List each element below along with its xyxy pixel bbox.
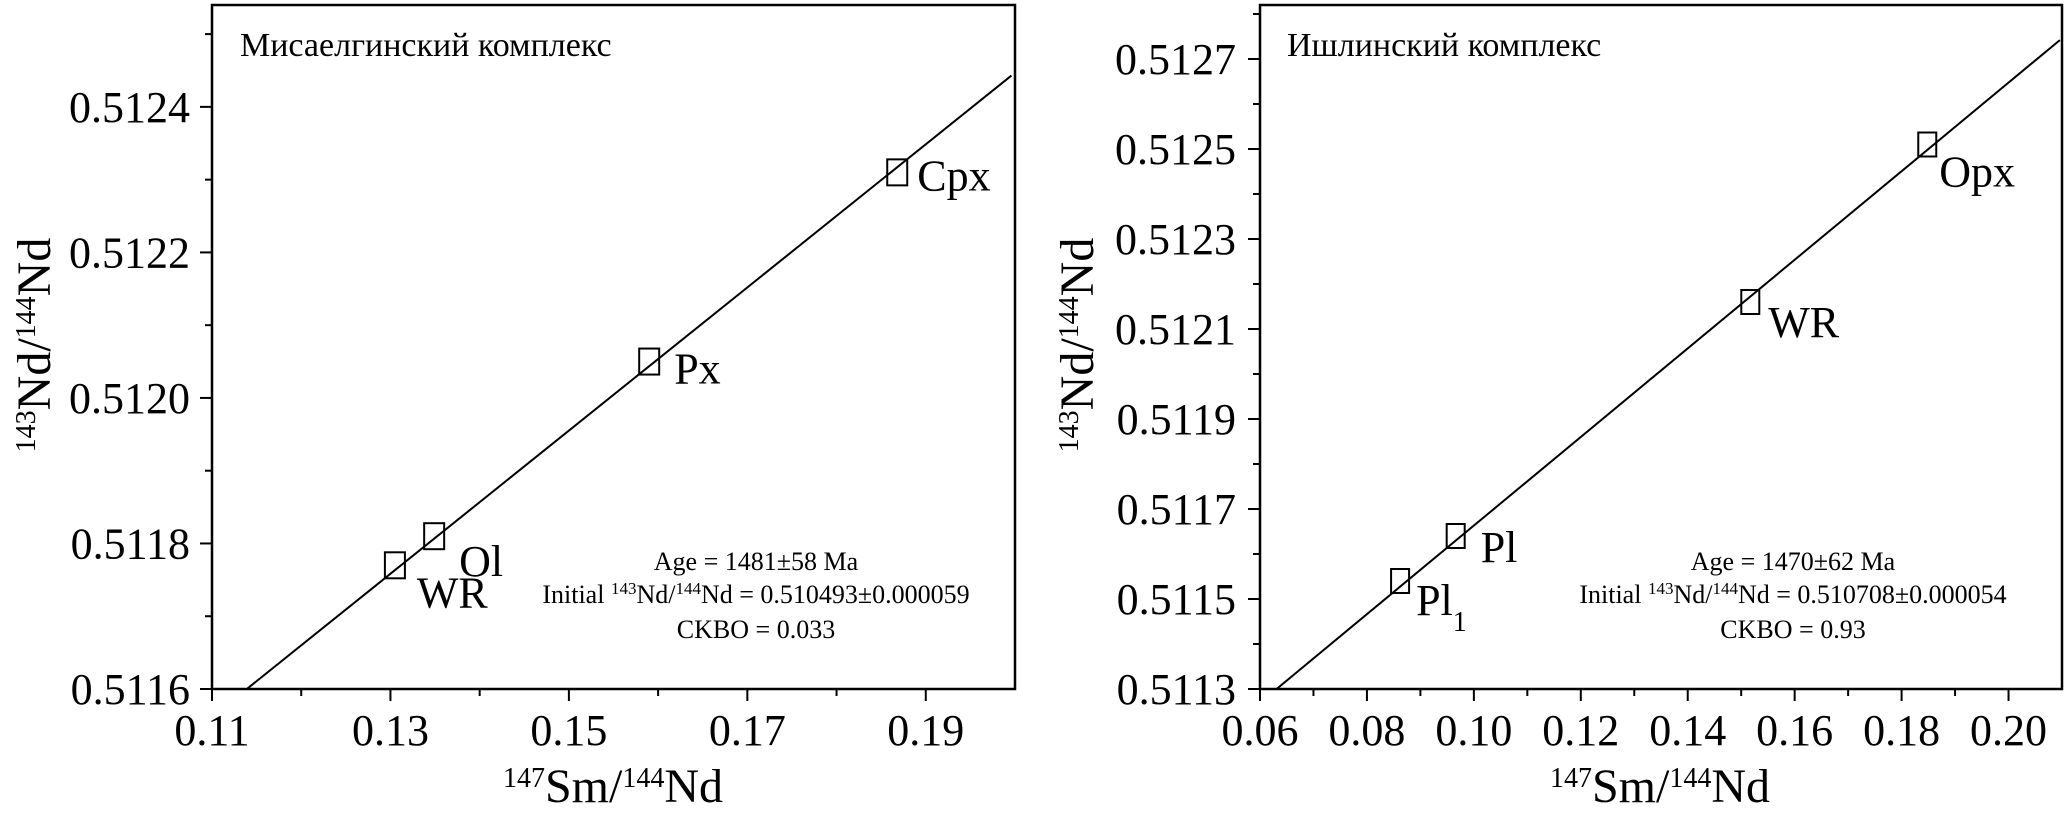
y-tick-label: 0.5127 (1115, 35, 1236, 84)
x-tick-label: 0.18 (1863, 706, 1940, 755)
x-tick-label: 0.20 (1970, 706, 2047, 755)
y-tick-label: 0.5122 (69, 228, 190, 277)
x-tick-label: 0.11 (174, 706, 249, 755)
y-tick-label: 0.5113 (1117, 665, 1236, 714)
x-tick-label: 0.15 (530, 706, 607, 755)
y-tick-label: 0.5117 (1117, 485, 1236, 534)
y-tick-label: 0.5124 (69, 83, 190, 132)
point-label: Cpx (917, 151, 990, 200)
point-label: Pl (1481, 523, 1518, 572)
x-tick-label: 0.14 (1649, 706, 1726, 755)
panel-title: Ишлинский комплекс (1287, 27, 1601, 64)
y-tick-label: 0.5116 (71, 665, 190, 714)
y-tick-label: 0.5120 (69, 374, 190, 423)
point-label: Px (674, 345, 720, 394)
x-axis-label: 147Sm/144Nd (503, 760, 723, 813)
panel-title: Мисаелгинский комплекс (240, 27, 612, 64)
data-point (1390, 568, 1411, 594)
age-label: Age = 1481±58 Ma (654, 547, 859, 576)
y-tick-label: 0.5125 (1115, 125, 1236, 174)
y-tick-label: 0.5121 (1115, 305, 1236, 354)
y-axis-label: 143Nd/144Nd (1051, 238, 1104, 453)
y-tick-label: 0.5119 (1117, 395, 1236, 444)
mswd-label: CKBO = 0.93 (1720, 615, 1865, 644)
point-label: WR (417, 568, 489, 617)
x-tick-label: 0.13 (352, 706, 429, 755)
initial-ratio-label: Initial 143Nd/144Nd = 0.510493±0.000059 (542, 579, 969, 610)
data-point (1740, 289, 1761, 315)
isochron-line (246, 74, 1013, 689)
y-axis-label: 143Nd/144Nd (8, 238, 61, 453)
chart-panel-2: 0.06 0.08 0.10 0.12 0.14 0.16 0.18 0.20 0.5113 0.… (1051, 3, 2064, 813)
point-label: Pl1 (1416, 576, 1467, 638)
x-tick-label: 0.17 (709, 706, 786, 755)
x-tick-label: 0.06 (1222, 706, 1299, 755)
mswd-label: CKBO = 0.033 (677, 615, 835, 644)
data-point (886, 158, 909, 187)
y-tick-label: 0.5123 (1115, 215, 1236, 264)
data-point (1445, 523, 1466, 549)
chart-panel-1: 0.11 0.13 0.15 0.17 0.19 0.5116 0.5118 0.5120 0.… (8, 3, 1017, 813)
x-tick-label: 0.08 (1328, 706, 1405, 755)
data-point (638, 347, 661, 376)
data-point (383, 551, 406, 580)
point-label: Ol (459, 537, 503, 586)
age-label: Age = 1470±62 Ma (1691, 547, 1896, 576)
isochron-line (1275, 39, 2061, 689)
data-point (423, 522, 446, 551)
x-tick-label: 0.19 (887, 706, 964, 755)
y-tick-label: 0.5115 (1117, 575, 1236, 624)
x-axis-label: 147Sm/144Nd (1550, 760, 1770, 813)
plot-frame (210, 3, 1017, 691)
x-tick-label: 0.10 (1435, 706, 1512, 755)
initial-ratio-label: Initial 143Nd/144Nd = 0.510708±0.000054 (1579, 579, 2006, 610)
point-label: Opx (1939, 148, 2015, 197)
y-tick-label: 0.5118 (71, 519, 190, 568)
point-label: WR (1768, 298, 1840, 347)
data-point (1917, 131, 1938, 158)
x-tick-label: 0.16 (1756, 706, 1833, 755)
x-tick-label: 0.12 (1542, 706, 1619, 755)
plot-frame (1258, 3, 2064, 691)
